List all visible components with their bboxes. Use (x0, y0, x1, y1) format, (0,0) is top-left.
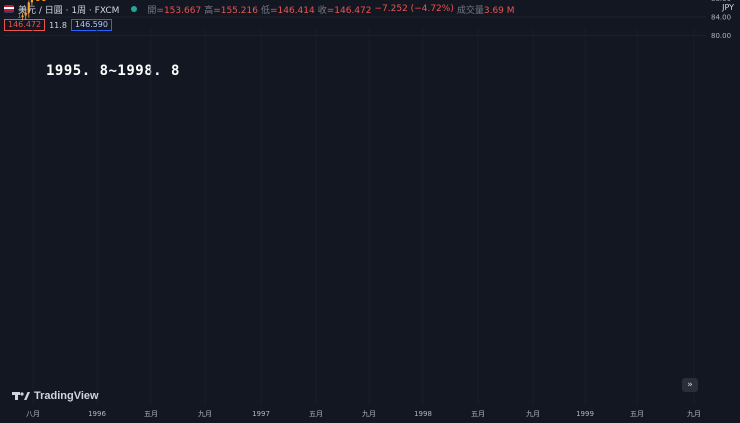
tradingview-logo: TradingView (12, 390, 99, 402)
time-tick-label: 1998 (414, 410, 432, 418)
symbol-header: 美元 / 日圓 · 1周 · FXCM 開=153.667 高=155.216 … (0, 0, 740, 18)
sell-button[interactable]: 146.472 (4, 19, 46, 31)
time-tick-label: 九月 (362, 409, 376, 418)
time-tick-label: 五月 (630, 410, 644, 418)
time-tick-label: 五月 (309, 410, 323, 418)
time-tick-label: 九月 (198, 409, 212, 418)
price-tick-label: 80.00 (711, 32, 731, 40)
trade-buttons: 146.472 11.8 146.590 (4, 19, 112, 31)
time-tick-label: 五月 (471, 410, 485, 418)
price-tick-label: 88.00 (711, 0, 731, 3)
logo-text: TradingView (34, 390, 99, 402)
candle-body (24, 12, 27, 16)
buy-button[interactable]: 146.590 (70, 19, 112, 31)
usd-flag-icon (4, 5, 14, 13)
currency-selector[interactable]: JPY (722, 3, 734, 12)
open-readout: 開=153.667 (147, 5, 202, 16)
spread-value: 11.8 (49, 20, 67, 30)
price-pin-label: 90 (35, 0, 47, 3)
time-tick-label: 1996 (88, 410, 106, 418)
volume-readout: 成交量3.69 M (456, 5, 515, 16)
candle-body (27, 2, 30, 13)
time-tick-label: 八月 (26, 410, 40, 418)
period-annotation: 1995. 8~1998. 8 (46, 63, 180, 79)
time-tick-label: 1999 (576, 410, 594, 418)
change-readout: −7.252 (−4.72%) (374, 4, 454, 14)
candles (18, 0, 33, 21)
market-status-icon (131, 6, 138, 12)
price-tick-label: 84.00 (711, 13, 731, 21)
tradingview-logo-icon (12, 392, 30, 400)
time-tick-label: 九月 (687, 409, 701, 418)
symbol-title[interactable]: 美元 / 日圓 · 1周 · FXCM (18, 5, 120, 16)
price-axis: 80.0084.0088.0092.0096.00100.00104.00108… (711, 0, 731, 40)
time-tick-label: 1997 (252, 410, 270, 418)
candle-body (18, 16, 21, 18)
time-axis: 八月 1996 五月 九月 1997 五月 九月 1998 五月 九月 1999 五月 九月 (26, 409, 701, 418)
time-tick-label: 五月 (144, 410, 158, 418)
price-pins: 90128110148 (35, 0, 47, 3)
close-readout: 收=146.472 (317, 5, 372, 16)
candle-body (30, 0, 33, 3)
scroll-to-realtime-button[interactable]: » (682, 378, 698, 392)
candle-body (21, 15, 24, 18)
time-tick-label: 九月 (526, 409, 540, 418)
high-readout: 高=155.216 (204, 5, 258, 16)
grid-lines (4, 16, 706, 405)
low-readout: 低=146.414 (260, 5, 315, 16)
